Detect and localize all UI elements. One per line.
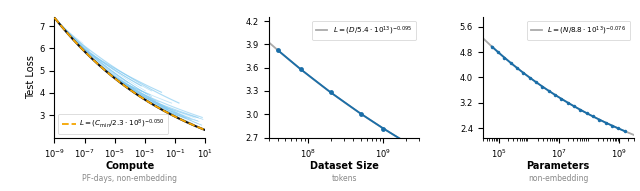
$L = (D/5.4 \cdot 10^{13})^{-0.095}$ [401, 141, 409, 143]
Text: PF-days, non-embedding: PF-days, non-embedding [83, 174, 177, 183]
Legend: $L = (D/5.4 \cdot 10^{13})^{-0.095}$: $L = (D/5.4 \cdot 10^{13})^{-0.095}$ [312, 21, 416, 40]
$L = (D/5.4 \cdot 10^{13})^{-0.095}$ [265, 41, 273, 44]
$L = (C_{\rm min}/2.3 \cdot 10^8)^{-0.050}$ [198, 127, 205, 130]
X-axis label: Compute: Compute [105, 161, 154, 171]
$L = (N/8.8 \cdot 10^{13})^{-0.076}$ [528, 78, 536, 80]
$L = (C_{\rm min}/2.3 \cdot 10^8)^{-0.050}$ [174, 117, 182, 119]
Text: non-embedding: non-embedding [528, 174, 588, 183]
X-axis label: Parameters: Parameters [527, 161, 590, 171]
$L = (D/5.4 \cdot 10^{13})^{-0.095}$ [265, 41, 273, 43]
X-axis label: Dataset Size: Dataset Size [310, 161, 378, 171]
$L = (N/8.8 \cdot 10^{13})^{-0.076}$ [539, 86, 547, 88]
$L = (N/8.8 \cdot 10^{13})^{-0.076}$ [479, 37, 486, 39]
$L = (N/8.8 \cdot 10^{13})^{-0.076}$ [497, 53, 505, 56]
$L = (N/8.8 \cdot 10^{13})^{-0.076}$ [589, 115, 596, 117]
$L = (C_{\rm min}/2.3 \cdot 10^8)^{-0.050}$ [51, 16, 58, 19]
Y-axis label: Test Loss: Test Loss [26, 55, 36, 99]
$L = (D/5.4 \cdot 10^{13})^{-0.095}$ [354, 111, 362, 113]
$L = (N/8.8 \cdot 10^{13})^{-0.076}$ [574, 107, 582, 109]
$L = (D/5.4 \cdot 10^{13})^{-0.095}$ [392, 135, 399, 137]
Legend: $L = (N/8.8 \cdot 10^{13})^{-0.076}$: $L = (N/8.8 \cdot 10^{13})^{-0.076}$ [527, 21, 630, 40]
$L = (D/5.4 \cdot 10^{13})^{-0.095}$ [355, 111, 362, 113]
Line: $L = (C_{\rm min}/2.3 \cdot 10^8)^{-0.050}$: $L = (C_{\rm min}/2.3 \cdot 10^8)^{-0.05… [54, 18, 205, 130]
$L = (C_{\rm min}/2.3 \cdot 10^8)^{-0.050}$ [123, 86, 131, 89]
$L = (D/5.4 \cdot 10^{13})^{-0.095}$ [415, 149, 423, 151]
$L = (D/5.4 \cdot 10^{13})^{-0.095}$ [357, 113, 365, 115]
$L = (C_{\rm min}/2.3 \cdot 10^8)^{-0.050}$ [202, 129, 209, 131]
Line: $L = (N/8.8 \cdot 10^{13})^{-0.076}$: $L = (N/8.8 \cdot 10^{13})^{-0.076}$ [483, 38, 634, 135]
$L = (N/8.8 \cdot 10^{13})^{-0.076}$ [588, 115, 595, 117]
$L = (C_{\rm min}/2.3 \cdot 10^8)^{-0.050}$ [140, 98, 148, 100]
Legend: $L = (C_{\rm min}/2.3 \cdot 10^8)^{-0.050}$: $L = (C_{\rm min}/2.3 \cdot 10^8)^{-0.05… [58, 114, 168, 134]
$L = (C_{\rm min}/2.3 \cdot 10^8)^{-0.050}$ [122, 86, 130, 88]
$L = (N/8.8 \cdot 10^{13})^{-0.076}$ [630, 134, 637, 136]
$L = (C_{\rm min}/2.3 \cdot 10^8)^{-0.050}$ [132, 93, 140, 95]
Line: $L = (D/5.4 \cdot 10^{13})^{-0.095}$: $L = (D/5.4 \cdot 10^{13})^{-0.095}$ [269, 42, 419, 150]
Text: tokens: tokens [332, 174, 356, 183]
